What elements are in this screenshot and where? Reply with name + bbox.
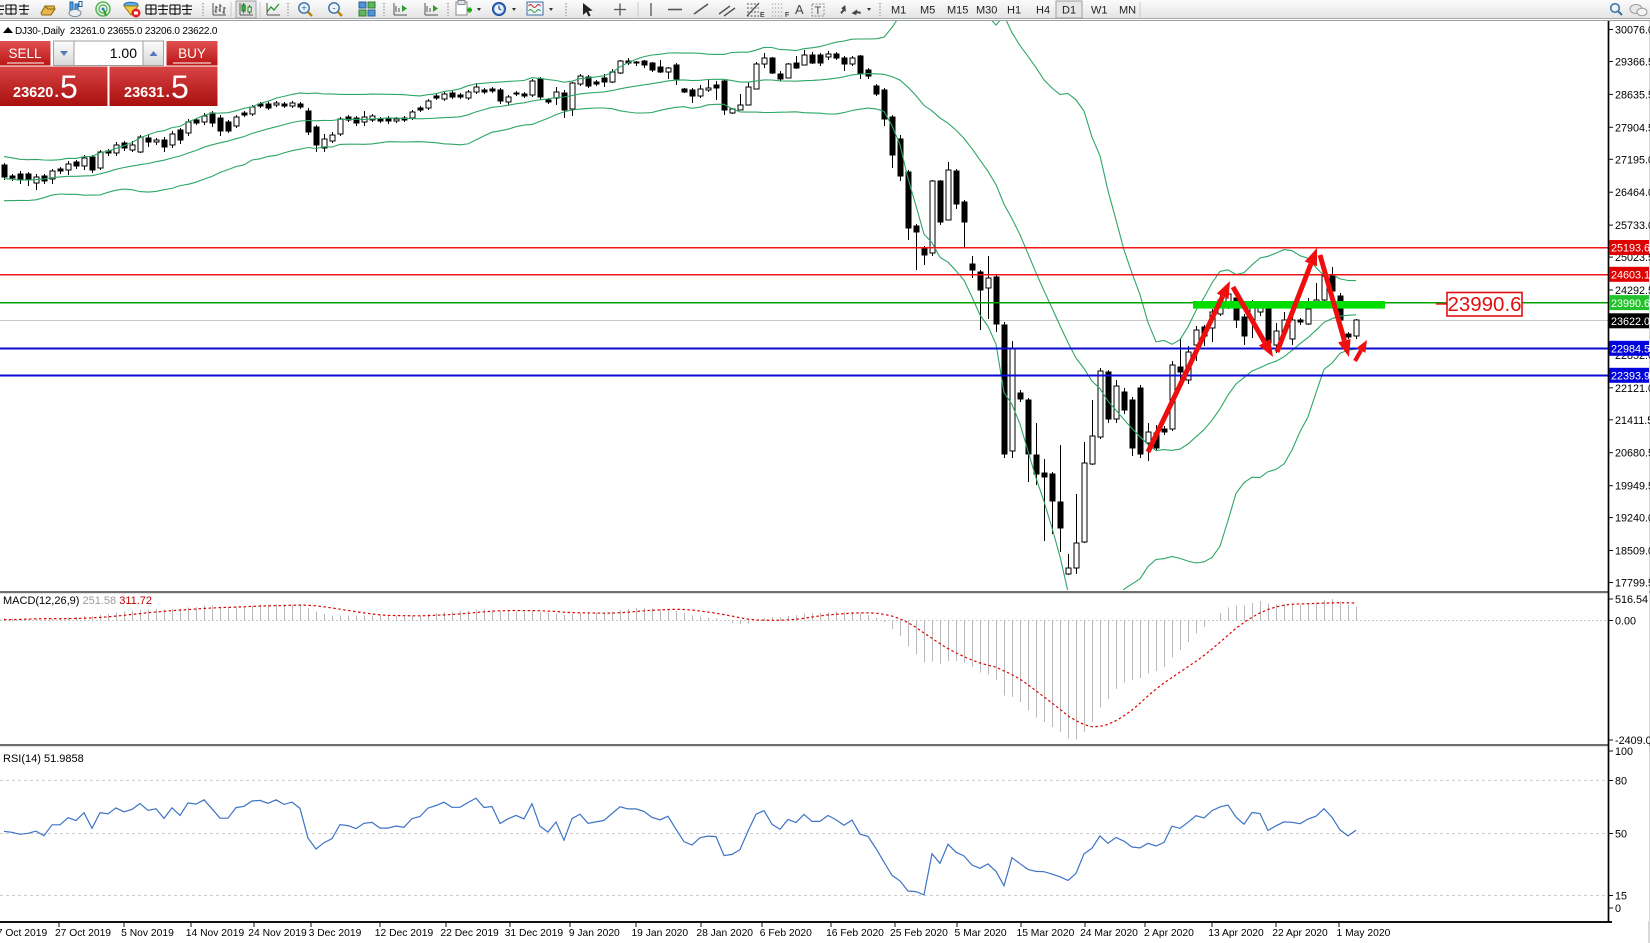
- svg-text:22121.0: 22121.0: [1615, 383, 1650, 395]
- svg-text:25023.5: 25023.5: [1615, 252, 1650, 264]
- svg-text:24 Mar 2020: 24 Mar 2020: [1080, 928, 1138, 939]
- svg-text:16 Feb 2020: 16 Feb 2020: [826, 928, 884, 939]
- svg-text:23620: 23620: [13, 85, 53, 101]
- svg-text:19 Jan 2020: 19 Jan 2020: [631, 928, 688, 939]
- svg-text:F: F: [785, 12, 789, 19]
- svg-text:23622.0: 23622.0: [1611, 316, 1650, 328]
- svg-text:-2409.06: -2409.06: [1615, 735, 1650, 747]
- svg-text:23990.6: 23990.6: [1611, 298, 1650, 310]
- svg-text:17799.5: 17799.5: [1615, 578, 1650, 590]
- svg-text:+: +: [301, 4, 307, 15]
- svg-text:24292.5: 24292.5: [1615, 285, 1650, 297]
- svg-text:H1: H1: [1007, 5, 1021, 17]
- svg-text:50: 50: [1615, 829, 1627, 841]
- svg-text:M1: M1: [891, 5, 906, 17]
- svg-text:A: A: [795, 2, 804, 17]
- svg-text:MN: MN: [1119, 5, 1136, 17]
- svg-text:27195.0: 27195.0: [1615, 154, 1650, 166]
- svg-text:22 Apr 2020: 22 Apr 2020: [1272, 928, 1328, 939]
- svg-text:26464.0: 26464.0: [1615, 187, 1650, 199]
- svg-text:DJ30-,Daily 23261.0 23655.0 2: DJ30-,Daily 23261.0 23655.0 23206.0 2362…: [15, 26, 218, 37]
- svg-text:2 Apr 2020: 2 Apr 2020: [1144, 928, 1194, 939]
- svg-text:5: 5: [171, 69, 189, 105]
- svg-text:516.54: 516.54: [1615, 594, 1648, 606]
- svg-text:14 Nov 2019: 14 Nov 2019: [186, 928, 245, 939]
- svg-text:22 Dec 2019: 22 Dec 2019: [440, 928, 499, 939]
- svg-text:21411.5: 21411.5: [1615, 415, 1650, 427]
- svg-text:28635.5: 28635.5: [1615, 89, 1650, 101]
- svg-text:29366.5: 29366.5: [1615, 57, 1650, 69]
- svg-text:MACD(12,26,9) 251.58 311.72: MACD(12,26,9) 251.58 311.72: [3, 595, 152, 607]
- svg-text:5 Mar 2020: 5 Mar 2020: [955, 928, 1007, 939]
- svg-text:22393.9: 22393.9: [1611, 371, 1650, 383]
- svg-text:H4: H4: [1036, 5, 1050, 17]
- svg-text:25193.6: 25193.6: [1611, 243, 1650, 255]
- svg-text:27 Oct 2019: 27 Oct 2019: [55, 928, 111, 939]
- svg-text:80: 80: [1615, 776, 1627, 788]
- svg-text:13 Apr 2020: 13 Apr 2020: [1208, 928, 1264, 939]
- svg-text:5: 5: [60, 69, 78, 105]
- svg-text:25 Feb 2020: 25 Feb 2020: [890, 928, 948, 939]
- svg-text:0: 0: [1615, 903, 1621, 915]
- svg-text:20680.5: 20680.5: [1615, 448, 1650, 460]
- svg-text:M5: M5: [920, 5, 935, 17]
- svg-text:T: T: [815, 5, 822, 17]
- svg-text:E: E: [760, 12, 765, 19]
- svg-text:D1: D1: [1062, 5, 1076, 17]
- svg-text:.: .: [55, 84, 59, 101]
- svg-text:M30: M30: [976, 5, 997, 17]
- svg-text:22984.5: 22984.5: [1611, 344, 1650, 356]
- svg-text:23631: 23631: [124, 85, 164, 101]
- svg-text:7 Oct 2019: 7 Oct 2019: [0, 928, 47, 939]
- svg-text:30076.0: 30076.0: [1615, 25, 1650, 37]
- svg-text:SELL: SELL: [8, 46, 42, 61]
- svg-text:18509.0: 18509.0: [1615, 546, 1650, 558]
- svg-text:12 Dec 2019: 12 Dec 2019: [375, 928, 434, 939]
- svg-text:6 Feb 2020: 6 Feb 2020: [760, 928, 812, 939]
- svg-text:W1: W1: [1091, 5, 1108, 17]
- svg-text:RSI(14) 51.9858: RSI(14) 51.9858: [3, 753, 84, 765]
- svg-text:5 Nov 2019: 5 Nov 2019: [121, 928, 174, 939]
- svg-text:-: -: [332, 4, 335, 15]
- svg-text:19240.0: 19240.0: [1615, 513, 1650, 525]
- svg-text:15 Mar 2020: 15 Mar 2020: [1016, 928, 1074, 939]
- svg-text:BUY: BUY: [178, 46, 206, 61]
- svg-text:31 Dec 2019: 31 Dec 2019: [505, 928, 564, 939]
- svg-text:1.00: 1.00: [110, 45, 137, 61]
- svg-text:23990.6: 23990.6: [1447, 293, 1521, 316]
- svg-text:24 Nov 2019: 24 Nov 2019: [248, 928, 307, 939]
- svg-text:27904.5: 27904.5: [1615, 122, 1650, 134]
- svg-text:24603.1: 24603.1: [1611, 270, 1650, 282]
- svg-text:9 Jan 2020: 9 Jan 2020: [569, 928, 620, 939]
- svg-text:19949.5: 19949.5: [1615, 481, 1650, 493]
- svg-text:100: 100: [1615, 746, 1633, 758]
- svg-text:0.00: 0.00: [1615, 616, 1636, 628]
- svg-text:25733.0: 25733.0: [1615, 220, 1650, 232]
- svg-text:.: .: [166, 84, 170, 101]
- svg-text:3 Dec 2019: 3 Dec 2019: [309, 928, 362, 939]
- svg-text:15: 15: [1615, 891, 1627, 903]
- svg-text:M15: M15: [947, 5, 968, 17]
- svg-text:28 Jan 2020: 28 Jan 2020: [696, 928, 753, 939]
- svg-text:1 May 2020: 1 May 2020: [1336, 928, 1390, 939]
